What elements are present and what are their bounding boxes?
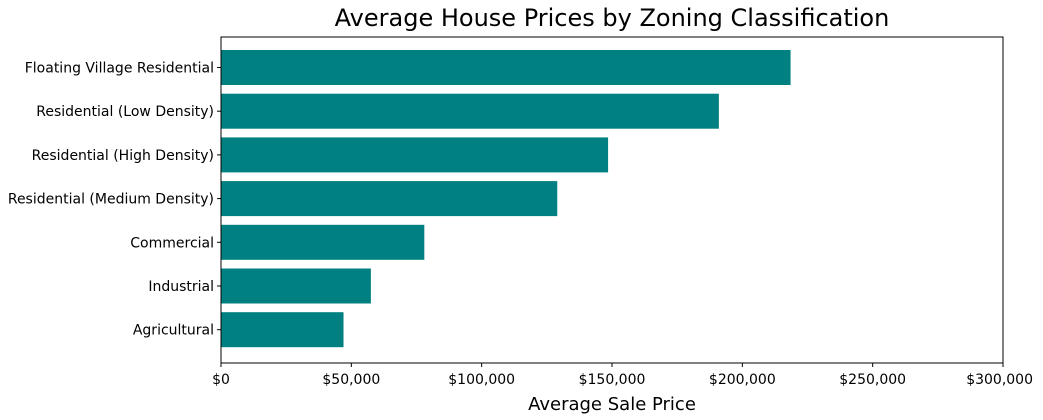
x-tick-label: $250,000 bbox=[839, 372, 906, 388]
bar bbox=[221, 137, 609, 173]
x-tick-label: $0 bbox=[212, 372, 230, 388]
x-tick-label: $150,000 bbox=[579, 372, 646, 388]
x-tick-label: $200,000 bbox=[709, 372, 776, 388]
category-label: Residential (Low Density) bbox=[36, 104, 214, 120]
category-label: Residential (Medium Density) bbox=[8, 192, 214, 208]
chart-title: Average House Prices by Zoning Classific… bbox=[335, 4, 890, 32]
category-labels-group: Floating Village Residential Residential … bbox=[8, 61, 221, 339]
x-tick-label: $100,000 bbox=[448, 372, 515, 388]
bar bbox=[221, 312, 344, 348]
x-axis-label: Average Sale Price bbox=[528, 394, 696, 415]
bar bbox=[221, 181, 558, 217]
category-label: Residential (High Density) bbox=[32, 148, 214, 164]
category-label: Floating Village Residential bbox=[25, 61, 214, 77]
bar bbox=[221, 93, 719, 129]
bar bbox=[221, 224, 425, 260]
category-label: Agricultural bbox=[133, 323, 214, 339]
plot-frame bbox=[220, 36, 1004, 364]
category-label: Commercial bbox=[130, 235, 214, 251]
bars-group bbox=[221, 50, 791, 348]
category-label: Industrial bbox=[148, 279, 214, 295]
x-tick-label: $50,000 bbox=[322, 372, 380, 388]
x-tick-label: $300,000 bbox=[966, 372, 1033, 388]
bar bbox=[221, 50, 791, 85]
x-axis-ticks-group: $0 $50,000 $100,000 $150,000 $200,000 $250,00… bbox=[212, 363, 1033, 388]
bar bbox=[221, 268, 371, 304]
